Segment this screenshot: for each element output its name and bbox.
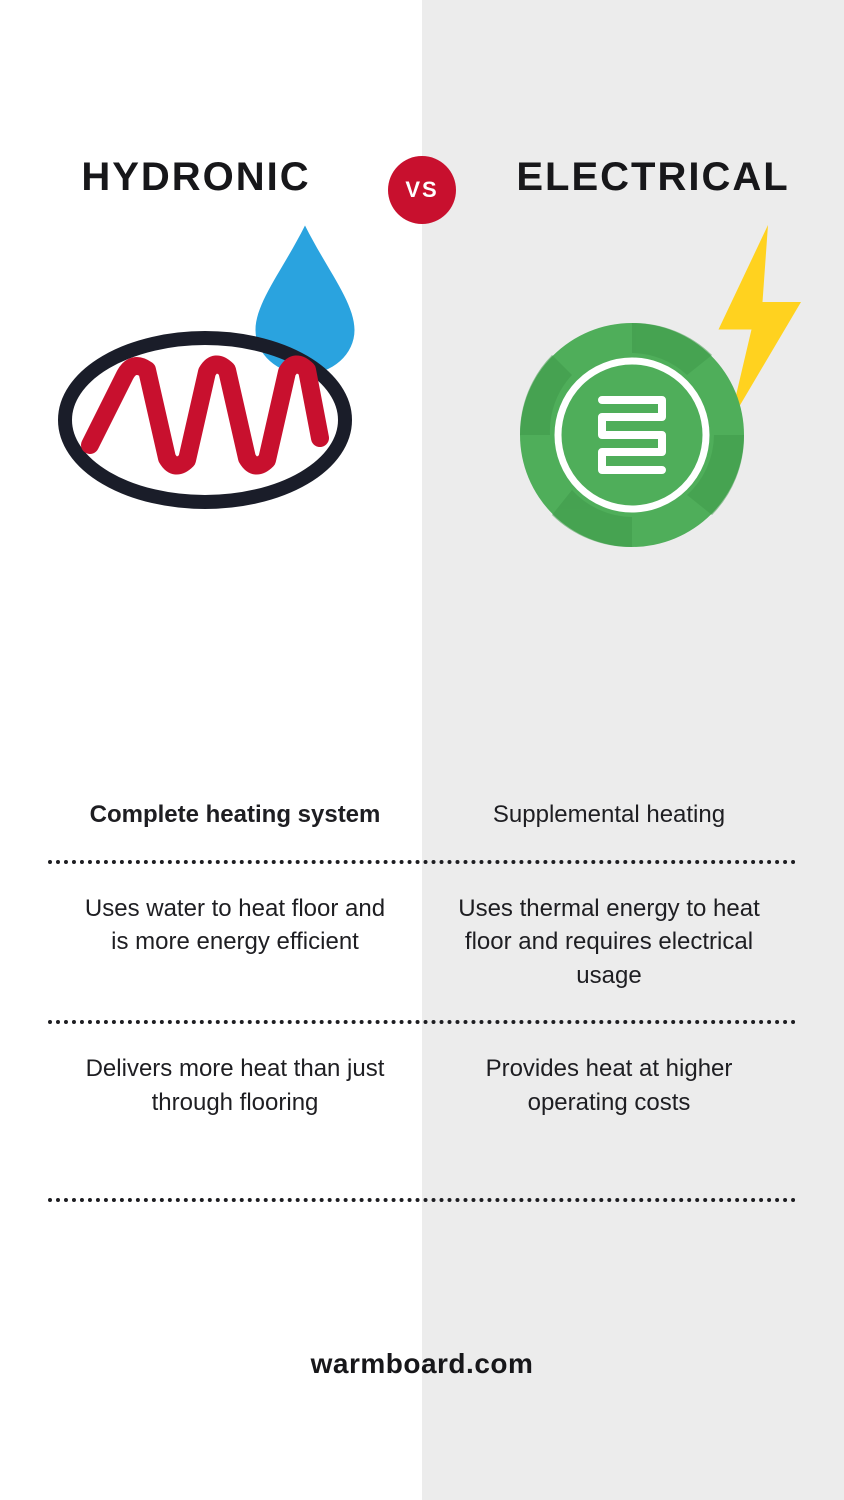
- vs-label: VS: [405, 177, 438, 203]
- cell-right: Uses thermal energy to heat floor and re…: [422, 864, 796, 1021]
- hydronic-icon-zone: [0, 200, 422, 620]
- electrical-column: ELECTRICAL: [422, 0, 844, 1500]
- electrical-icon-zone: [422, 200, 844, 620]
- vs-badge: VS: [388, 156, 456, 224]
- row-divider: [48, 1198, 796, 1202]
- hydronic-coil-icon: [55, 320, 355, 520]
- comparison-row: Delivers more heat than just through flo…: [48, 1024, 796, 1147]
- electric-pad-icon: [517, 320, 747, 550]
- cell-right: Supplemental heating: [422, 770, 796, 860]
- electrical-title: ELECTRICAL: [476, 155, 789, 200]
- cell-left: Delivers more heat than just through flo…: [48, 1024, 422, 1147]
- comparison-row: Uses water to heat floor and is more ene…: [48, 864, 796, 1021]
- comparison-columns: HYDRONIC ELECTRICAL: [0, 0, 844, 1500]
- comparison-row: Complete heating system Supplemental hea…: [48, 770, 796, 860]
- cell-left: Complete heating system: [48, 770, 422, 860]
- hydronic-column: HYDRONIC: [0, 0, 422, 1500]
- hydronic-title: HYDRONIC: [81, 155, 340, 200]
- comparison-rows: Complete heating system Supplemental hea…: [48, 770, 796, 1202]
- footer-url: warmboard.com: [0, 1348, 844, 1380]
- cell-left: Uses water to heat floor and is more ene…: [48, 864, 422, 1021]
- cell-right: Provides heat at higher operating costs: [422, 1024, 796, 1147]
